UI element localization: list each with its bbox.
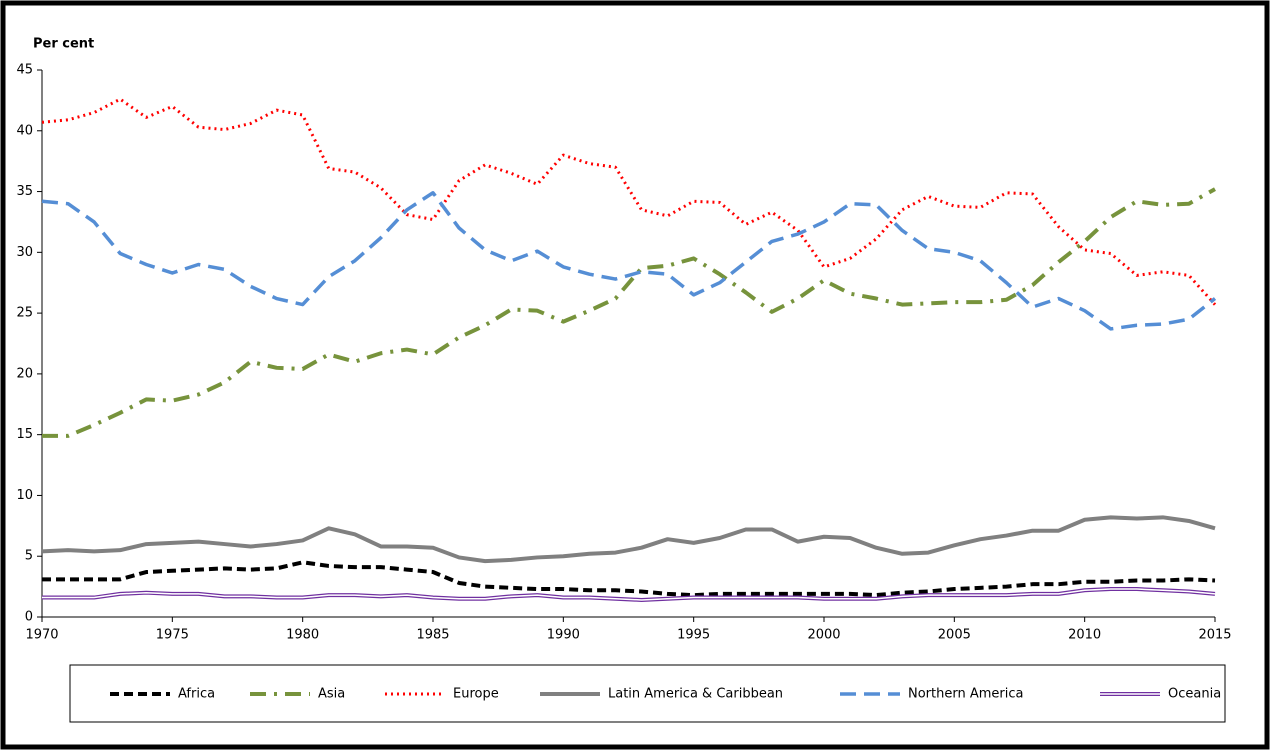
x-tick-label: 1980 xyxy=(286,628,319,643)
series-line xyxy=(41,191,1217,331)
y-axis-label: Per cent xyxy=(33,37,94,52)
legend-box xyxy=(69,664,1226,723)
y-tick-label: 15 xyxy=(16,427,33,442)
x-tick-label: 1975 xyxy=(156,628,189,643)
legend-label: Africa xyxy=(178,687,215,702)
legend-label: Oceania xyxy=(1168,687,1221,702)
x-tick-label: 1995 xyxy=(677,628,710,643)
series-line xyxy=(42,187,1216,438)
series-line xyxy=(41,97,1217,306)
x-tick-label: 1990 xyxy=(547,628,580,643)
y-tick-label: 30 xyxy=(16,245,33,260)
y-tick-label: 25 xyxy=(16,306,33,321)
x-tick-label: 1970 xyxy=(25,628,58,643)
legend-label: Northern America xyxy=(908,687,1023,702)
y-tick-label: 0 xyxy=(25,610,33,625)
y-tick-label: 35 xyxy=(16,184,33,199)
y-tick-label: 45 xyxy=(16,63,33,78)
series-line xyxy=(41,515,1216,564)
x-tick-label: 2000 xyxy=(807,628,840,643)
x-tick-label: 2010 xyxy=(1068,628,1101,643)
y-tick-label: 40 xyxy=(16,123,33,138)
x-tick-label: 1985 xyxy=(416,628,449,643)
legend-label: Latin America & Caribbean xyxy=(608,687,783,702)
y-tick-label: 10 xyxy=(16,488,33,503)
x-tick-label: 2015 xyxy=(1198,628,1231,643)
legend-label: Europe xyxy=(453,687,499,702)
x-tick-label: 2005 xyxy=(938,628,971,643)
series-line xyxy=(42,560,1216,598)
y-tick-label: 20 xyxy=(16,366,33,381)
y-tick-label: 5 xyxy=(25,549,33,564)
legend-label: Asia xyxy=(318,687,345,702)
series-line-inner xyxy=(42,588,1216,601)
